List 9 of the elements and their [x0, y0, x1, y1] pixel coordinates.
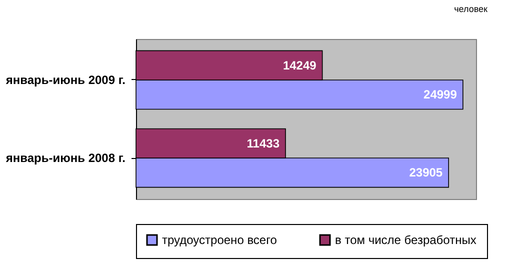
data-label: 11433 [246, 136, 280, 150]
text: человек [454, 4, 488, 14]
y-tick-label: январь-июнь 2009 г. [6, 72, 126, 87]
data-label: 14249 [282, 58, 317, 72]
legend-label: в том числе безработных [335, 233, 476, 247]
y-tick-label: январь-июнь 2008 г. [6, 151, 126, 166]
data-label: 23905 [409, 166, 443, 180]
data-label: 24999 [424, 88, 458, 102]
legend-label: трудоустроено всего [162, 233, 278, 247]
